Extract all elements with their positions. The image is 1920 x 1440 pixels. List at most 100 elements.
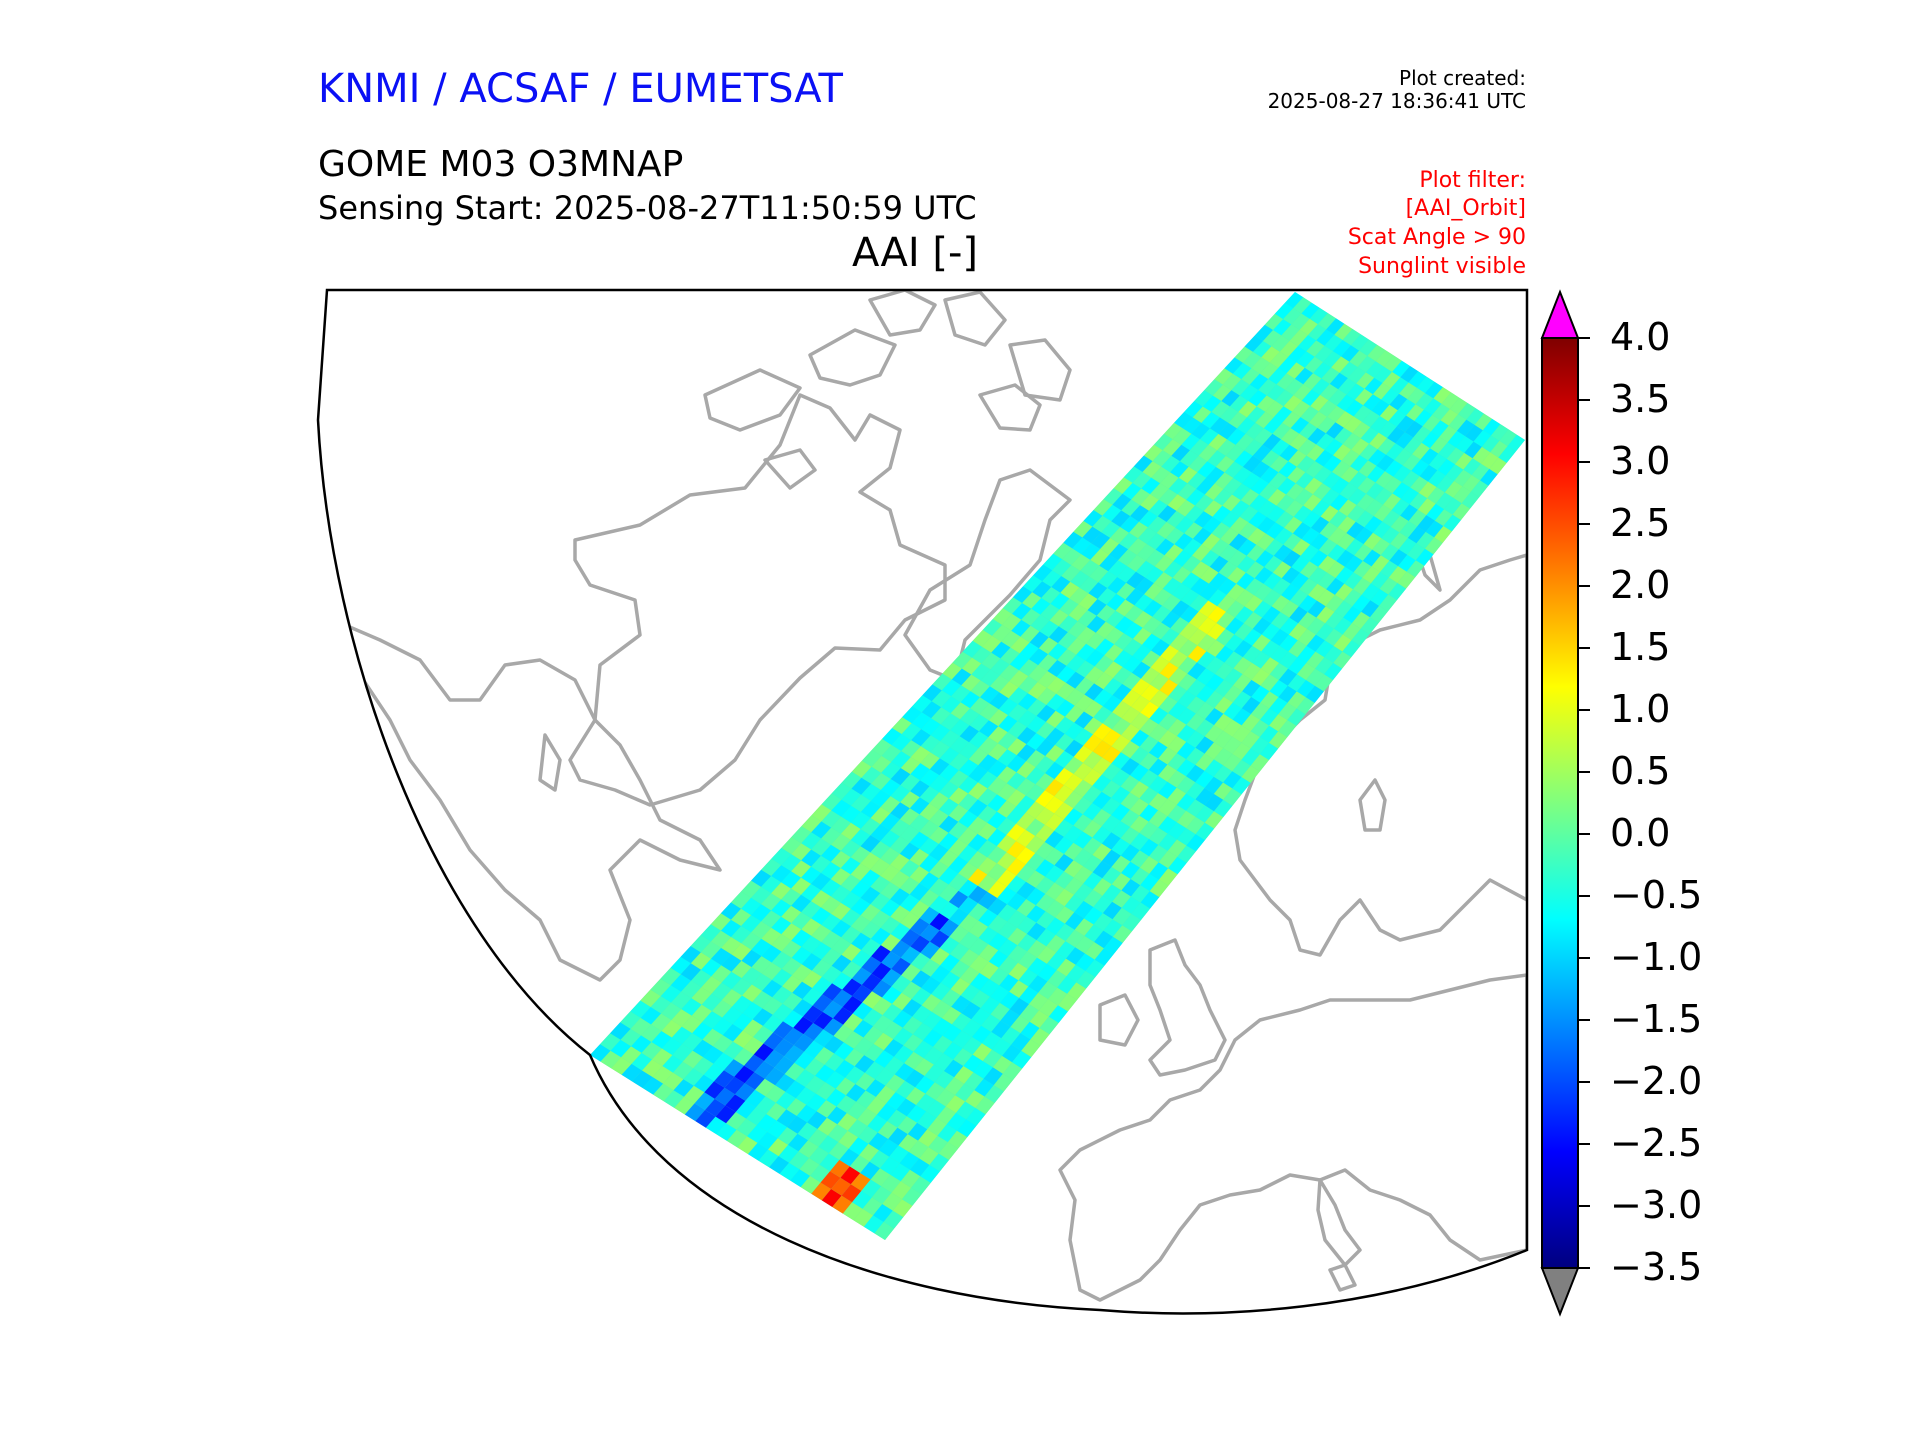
baffin-inlet [538,733,562,792]
swath-pixel [1093,913,1113,931]
swath-pixel [758,1149,779,1168]
swath-pixel [900,894,920,912]
swath-pixel [1018,693,1038,710]
swath-pixel [1242,662,1261,680]
swath-pixel [813,1029,834,1047]
swath-pixel [800,1175,821,1194]
swath-pixel [1251,702,1270,720]
swath-pixel [1200,550,1220,567]
swath-pixel [1100,537,1120,555]
swath-pixel [663,1090,685,1108]
swath-pixel [1128,538,1147,555]
swath-pixel [1357,477,1376,494]
swath-pixel [771,899,792,917]
swath-pixel [864,1061,885,1080]
swath-pixel [700,924,721,942]
swath-pixel [1261,450,1280,467]
swath-pixel [1040,603,1060,621]
swath-pixel [1368,449,1386,466]
swath-pixel [731,960,752,979]
swath-pixel [1023,575,1043,593]
swath-pixel [1111,786,1130,804]
swath-pixel [1397,399,1416,416]
swath-pixel [1018,951,1038,969]
swath-pixel [1150,656,1170,674]
swath-pixel [671,1009,692,1027]
swath-pixel [1025,784,1045,802]
swath-pixel [1021,608,1041,626]
swath-pixel [987,794,1007,812]
swath-pixel [1254,428,1273,445]
swath-pixel [999,664,1020,682]
swath-pixel [1213,748,1233,766]
swath-pixel [751,956,772,974]
swath-pixel [805,1075,826,1094]
swath-pixel [1138,527,1157,544]
swath-pixel [845,1066,865,1084]
swath-pixel [1299,578,1318,595]
swath-pixel [1374,487,1393,505]
swath-pixel [929,861,949,879]
plot-created-label: Plot created: [1399,66,1526,90]
swath-pixel [1234,346,1253,363]
swath-pixel [1045,727,1065,745]
swath-pixel [742,1002,763,1020]
swath-pixel [1047,660,1067,677]
swath-pixel [948,856,968,874]
swath-pixel [1147,516,1167,533]
swath-pixel [902,1016,923,1035]
swath-pixel [988,726,1008,744]
swath-pixel [931,707,951,725]
swath-pixel [818,1135,839,1154]
swath-pixel [771,882,792,900]
swath-pixel [828,1142,849,1160]
swath-pixel [1342,640,1361,658]
swath-pixel [1167,804,1187,823]
swath-pixel [987,777,1007,795]
swath-pixel [1121,723,1140,741]
swath-pixel [992,624,1012,642]
swath-pixel [884,1056,905,1075]
swath-pixel [880,899,900,917]
swath-pixel [1038,999,1058,1017]
swath-pixel [1407,543,1425,561]
swath-pixel [1425,537,1443,555]
swath-pixel [722,1006,743,1024]
swath-pixel [753,1025,774,1044]
swath-pixel [1301,302,1320,319]
swath-pixel [802,988,823,1006]
swath-pixel [1406,404,1424,421]
swath-pixel [1112,890,1131,908]
swath-pixel [1447,430,1466,448]
swath-pixel [1208,589,1227,607]
swath-pixel [1130,798,1149,816]
swath-pixel [1316,606,1335,624]
swath-pixel [960,966,980,985]
swath-pixel [1054,767,1074,786]
swath-pixel [921,718,941,736]
swath-pixel [919,1147,939,1165]
swath-pixel [714,1087,735,1106]
swath-pixel [1160,628,1180,646]
swath-pixel [680,963,702,981]
swath-pixel [1201,411,1220,429]
swath-pixel [1273,406,1293,423]
swath-pixel [1223,477,1242,495]
swath-pixel [988,950,1009,968]
swath-pixel [1181,572,1201,590]
swath-pixel [761,876,782,894]
swath-pixel [1232,742,1251,760]
swath-pixel [875,1067,895,1086]
swath-pixel [810,1164,830,1183]
swath-pixel [961,657,982,675]
swath-pixel [1083,751,1102,769]
swath-pixel [1329,372,1348,390]
swath-pixel [1113,650,1133,667]
swath-pixel [721,937,742,955]
swath-pixel [711,965,732,983]
swath-pixel [941,1006,962,1025]
plot-filter-scat-angle: Scat Angle > 90 [1347,225,1526,250]
swath-pixel [951,1013,972,1031]
swath-pixel [1213,765,1233,783]
swath-pixel [1209,572,1228,590]
